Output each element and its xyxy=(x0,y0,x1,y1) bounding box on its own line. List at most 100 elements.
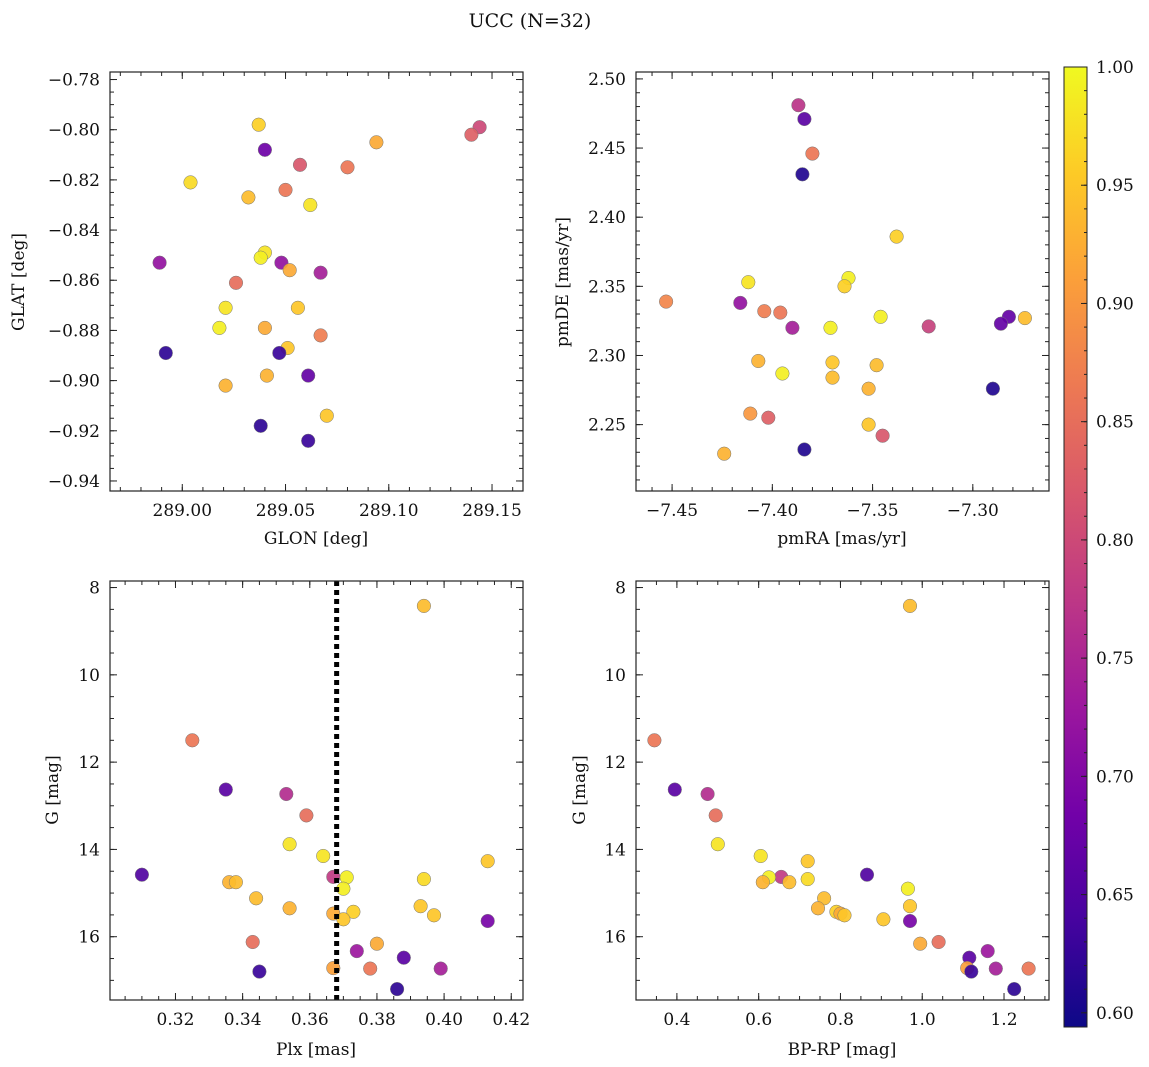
data-point xyxy=(751,353,766,369)
data-point xyxy=(775,366,790,381)
data-point xyxy=(426,908,442,923)
data-point xyxy=(218,378,233,393)
data-point xyxy=(363,961,378,976)
data-point xyxy=(259,368,274,383)
data-point xyxy=(931,934,946,950)
data-point xyxy=(369,936,384,951)
data-point xyxy=(993,316,1008,331)
data-point xyxy=(810,901,826,916)
x-axis-label: pmRA [mas/yr] xyxy=(777,529,906,549)
x-tick-label: 0.4 xyxy=(663,1010,690,1030)
data-point xyxy=(795,167,810,182)
data-point xyxy=(282,837,297,852)
data-point xyxy=(1017,311,1032,326)
data-point xyxy=(985,381,1000,396)
data-point xyxy=(667,782,682,797)
data-point xyxy=(700,786,715,802)
data-point xyxy=(773,305,788,320)
data-point xyxy=(257,320,272,335)
y-tick-label: 2.30 xyxy=(588,346,626,366)
y-tick-label: −0.78 xyxy=(48,71,100,91)
plot-area-plx-g: 0.32 0.34 0.36 0.38 0.40 0.42 8 10 12 14 16 xyxy=(78,579,530,1030)
data-point xyxy=(369,135,384,150)
data-point xyxy=(257,142,272,157)
data-point xyxy=(313,265,328,280)
data-point xyxy=(301,368,316,383)
data-point xyxy=(733,295,748,310)
data-point xyxy=(416,598,431,613)
x-axis-label: Plx [mas] xyxy=(276,1040,356,1060)
plot-area-bprp-g: 0.4 0.6 0.8 1.0 1.2 8 10 12 14 16 xyxy=(604,579,1050,1030)
data-point xyxy=(861,381,876,396)
y-tick-label: −0.90 xyxy=(48,372,100,392)
y-tick-label: 8 xyxy=(615,579,626,599)
x-tick-label: 0.6 xyxy=(745,1010,772,1030)
data-point xyxy=(900,881,915,896)
data-point xyxy=(710,837,725,852)
data-point xyxy=(272,345,287,361)
y-tick-label: 2.45 xyxy=(588,139,626,159)
data-point xyxy=(825,355,840,370)
x-tick-label: 289.05 xyxy=(256,501,315,521)
data-point xyxy=(902,899,918,914)
y-tick-label: −0.94 xyxy=(48,472,100,492)
x-tick-label: −7.45 xyxy=(646,501,698,521)
data-point xyxy=(253,250,268,265)
data-point xyxy=(279,786,294,802)
data-point xyxy=(964,964,979,979)
y-tick-label: −0.80 xyxy=(48,121,100,141)
y-tick-label: 12 xyxy=(604,753,626,773)
data-point xyxy=(349,944,364,959)
data-point xyxy=(761,410,776,425)
data-point xyxy=(183,175,198,190)
data-point xyxy=(396,950,411,965)
data-point xyxy=(823,320,838,335)
data-point xyxy=(319,408,334,423)
data-point xyxy=(902,598,918,613)
y-tick-label: 16 xyxy=(604,928,626,948)
data-point xyxy=(158,345,173,361)
data-point xyxy=(134,867,149,882)
y-tick-label: 2.40 xyxy=(588,208,626,228)
data-point xyxy=(659,294,674,309)
data-point xyxy=(782,875,797,890)
data-point xyxy=(464,127,479,142)
plot-area-glon-glat: 289.00 289.05 289.10 289.15 −0.94 −0.92 −0.90 −… xyxy=(48,71,524,521)
x-tick-label: 0.42 xyxy=(492,1010,530,1030)
x-tick-label: 1.0 xyxy=(909,1010,936,1030)
y-tick-label: −0.84 xyxy=(48,221,100,241)
data-point xyxy=(413,899,428,914)
colorbar-tick-label: 1.00 xyxy=(1096,58,1134,78)
data-point xyxy=(228,275,244,290)
y-tick-label: 2.25 xyxy=(588,416,626,436)
data-point xyxy=(902,913,918,929)
colorbar-tick-label: 0.95 xyxy=(1096,176,1134,196)
y-axis-label: pmDE [mas/yr] xyxy=(553,217,573,347)
figure-title: UCC (N=32) xyxy=(469,10,592,32)
data-point xyxy=(336,912,351,927)
panel-bprp-g: BP-RP [mag] G [mag] xyxy=(570,755,896,1060)
data-point xyxy=(416,872,431,887)
data-point xyxy=(757,304,772,319)
data-point xyxy=(805,146,820,161)
data-point xyxy=(480,854,495,869)
data-point xyxy=(859,867,875,882)
data-point xyxy=(152,255,167,270)
data-point xyxy=(245,934,260,950)
data-point xyxy=(218,300,233,315)
panel-pmra-pmde: pmRA [mas/yr] pmDE [mas/yr] xyxy=(553,217,907,549)
axes-frame xyxy=(109,71,524,492)
data-point xyxy=(889,229,904,244)
data-point xyxy=(825,370,840,385)
data-point xyxy=(185,733,200,748)
axes-frame xyxy=(109,580,524,1001)
data-point xyxy=(861,417,876,432)
axes-frame xyxy=(635,580,1050,1001)
data-point xyxy=(921,319,936,334)
y-tick-label: 12 xyxy=(78,753,100,773)
colorbar-tick-label: 0.70 xyxy=(1096,767,1134,787)
data-point xyxy=(252,964,267,979)
data-point xyxy=(647,733,662,748)
x-tick-label: −7.40 xyxy=(746,501,798,521)
colorbar-tick-label: 0.80 xyxy=(1096,531,1134,551)
